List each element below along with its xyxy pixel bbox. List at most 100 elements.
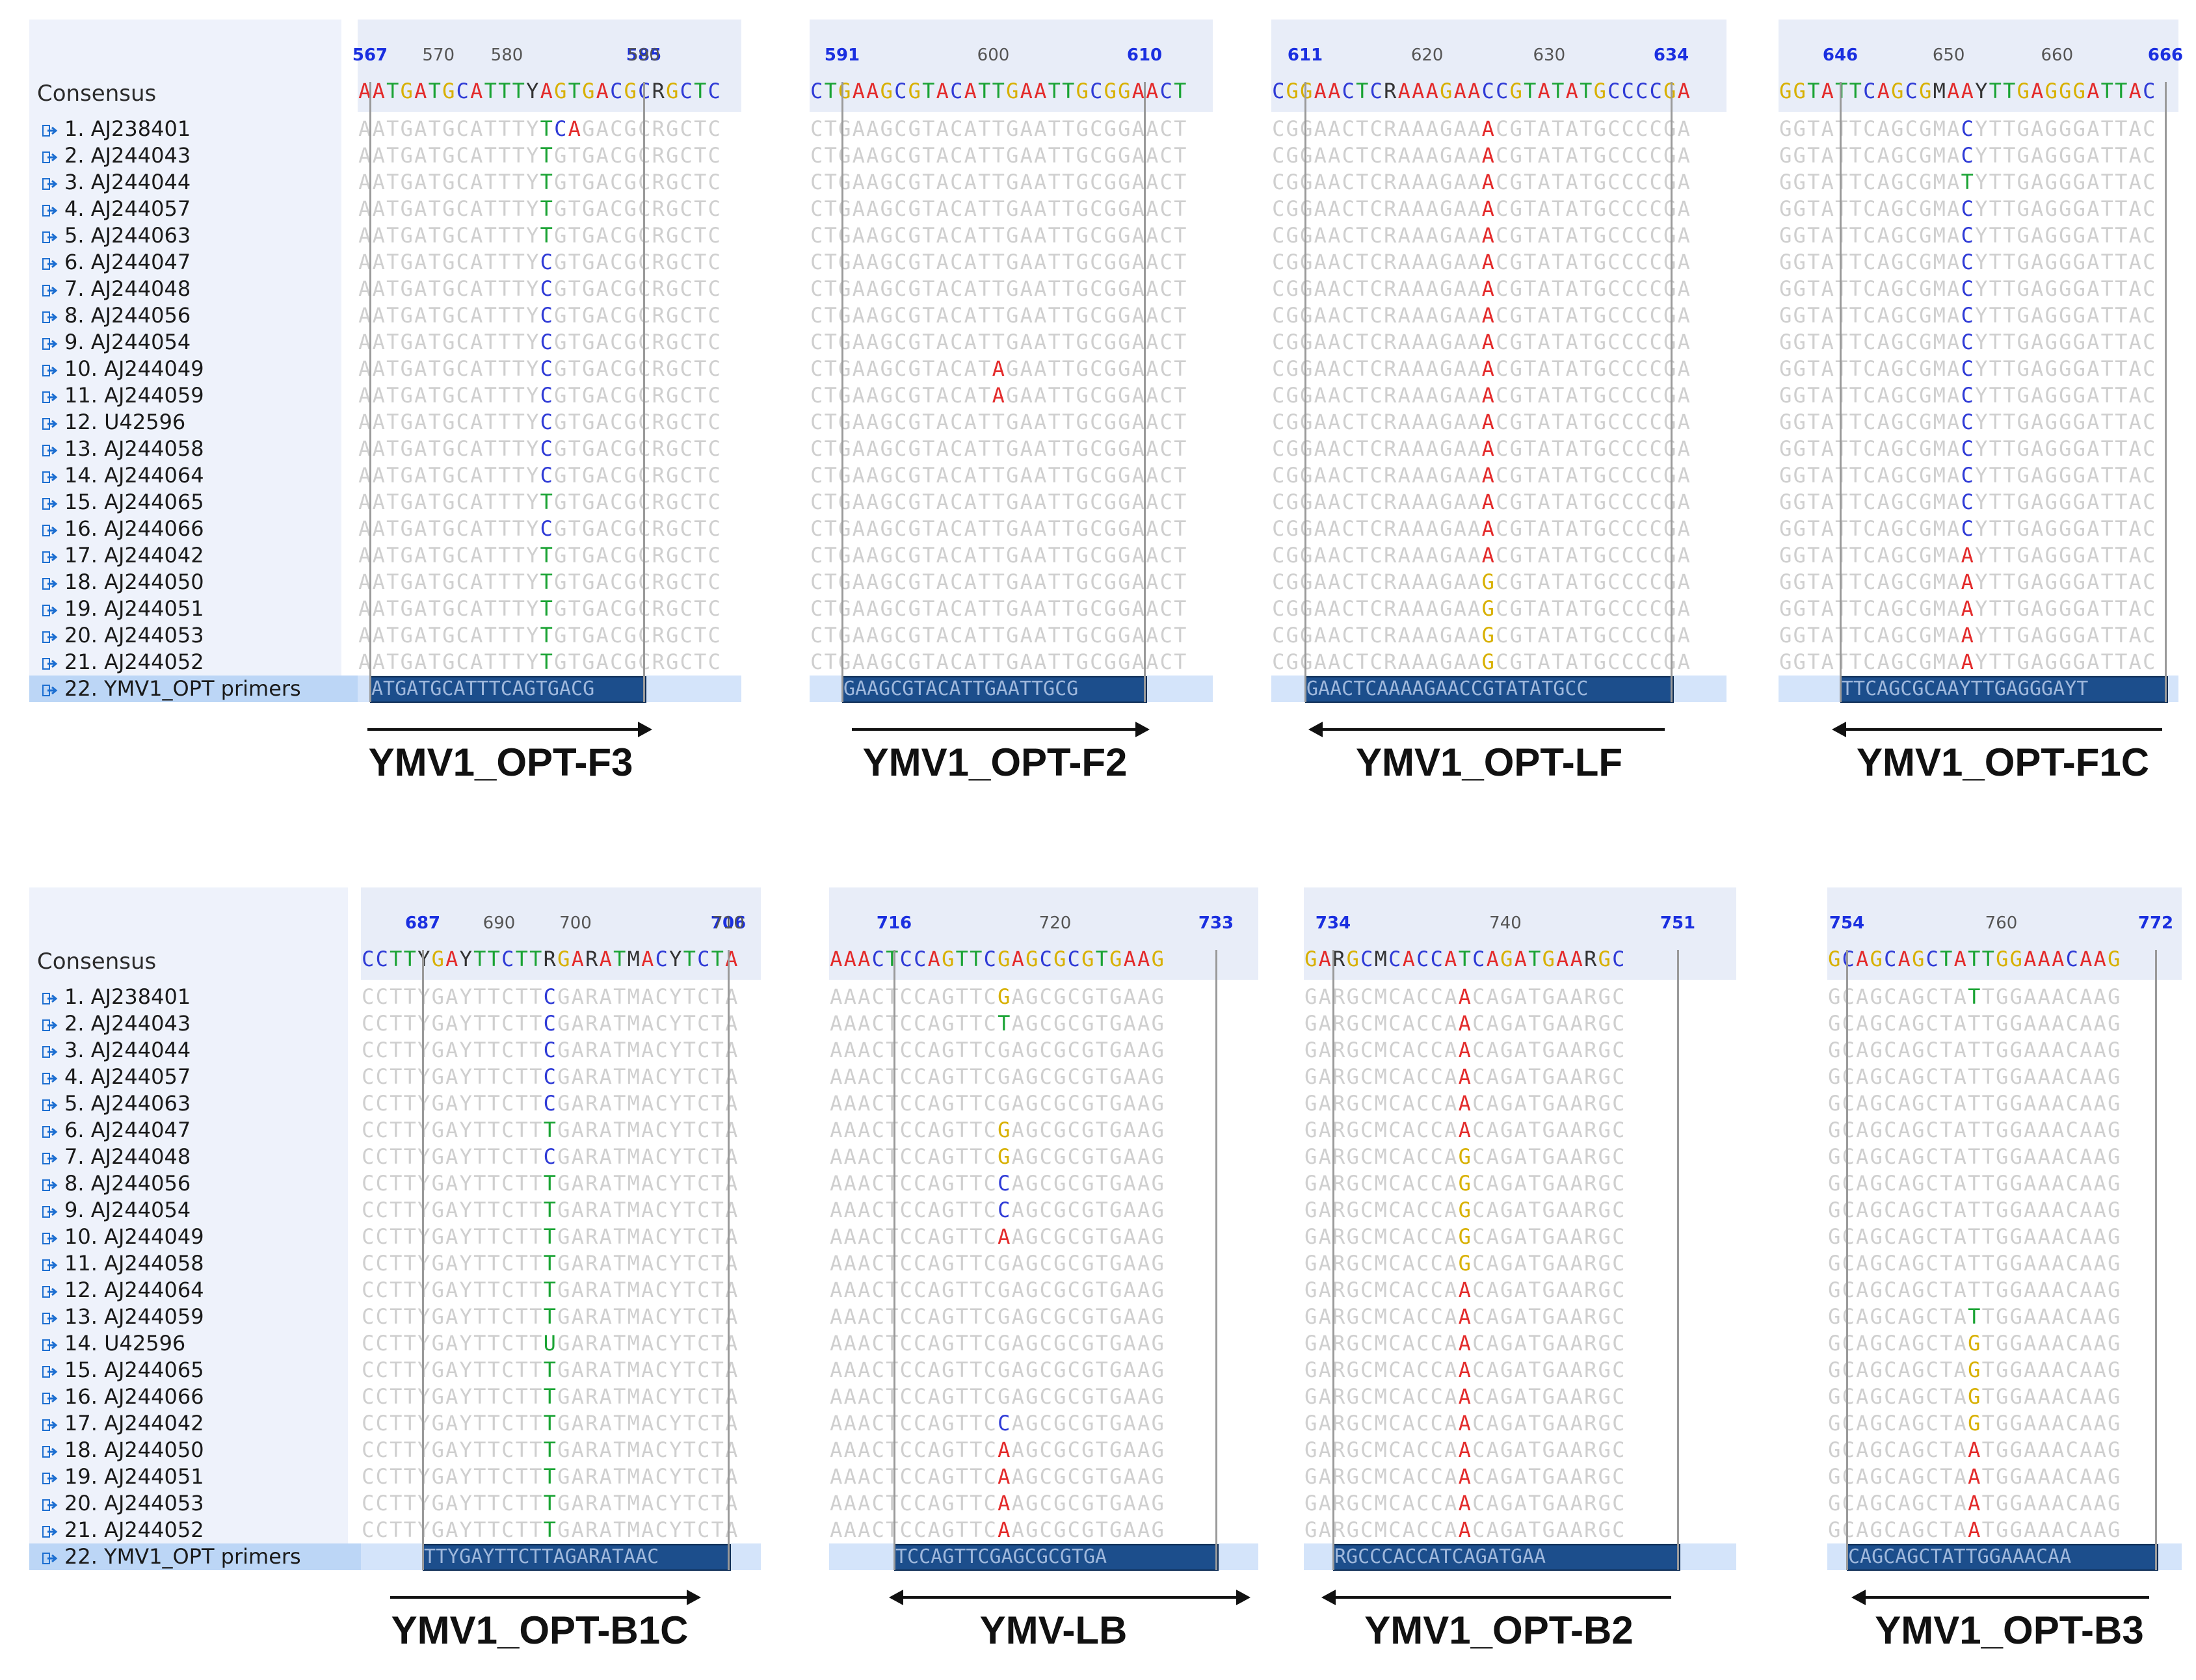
sequence-name[interactable]: 20. AJ244053 (29, 622, 204, 649)
aligned-sequence-row: CTGAAGCGTACATAGAATTGCGGAACT (810, 383, 1187, 408)
sequence-name[interactable]: 1. AJ238401 (29, 984, 191, 1010)
sequence-arrow-icon (42, 1172, 58, 1191)
sequence-name[interactable]: 12. AJ244064 (29, 1277, 204, 1304)
sequence-label-column (29, 887, 348, 1570)
aligned-sequence-row: GCAGCAGCTATTGGAAACAAG (1828, 1198, 2121, 1222)
sequence-name[interactable]: 3. AJ244044 (29, 169, 191, 196)
sequence-arrow-icon (42, 437, 58, 456)
aligned-sequence-row: CCTTYGAYTTCTTTGARATMACYTCTA (362, 1464, 738, 1489)
aligned-sequence-row: AATGATGCATTTYCGTGACGCRGCTC (358, 463, 721, 488)
primer-sequence-bar[interactable]: TCCAGTTCGAGCGCGTGA (894, 1544, 1219, 1571)
aligned-sequence-row: AATGATGCATTTYTGTGACGCRGCTC (358, 650, 721, 674)
aligned-sequence-row: CTGAAGCGTACATTGAATTGCGGAACT (810, 650, 1187, 674)
sequence-name[interactable]: 5. AJ244063 (29, 1090, 191, 1117)
sequence-name[interactable]: 11. AJ244058 (29, 1250, 204, 1277)
sequence-name[interactable]: 16. AJ244066 (29, 1384, 204, 1410)
sequence-name-text: 1. AJ238401 (64, 984, 191, 1009)
aligned-sequence-row: AATGATGCATTTYCGTGACGCRGCTC (358, 303, 721, 328)
consensus-sequence: CTGAAGCGTACATTGAATTGCGGAACT (810, 79, 1187, 103)
aligned-sequence-row: GCAGCAGCTAGTGGAAACAAG (1828, 1358, 2121, 1382)
primer-sequence-bar[interactable]: CAGCAGCTATTGGAAACAA (1847, 1544, 2158, 1571)
sequence-name[interactable]: 9. AJ244054 (29, 1197, 191, 1224)
primer-sequence-label[interactable]: 22. YMV1_OPT primers (29, 676, 367, 702)
sequence-name[interactable]: 17. AJ244042 (29, 542, 204, 569)
sequence-name[interactable]: 7. AJ244048 (29, 276, 191, 302)
sequence-name[interactable]: 14. AJ244064 (29, 462, 204, 489)
sequence-name[interactable]: 14. U42596 (29, 1330, 185, 1357)
sequence-arrow-icon (42, 224, 58, 243)
sequence-name[interactable]: 13. AJ244058 (29, 436, 204, 462)
sequence-name[interactable]: 6. AJ244047 (29, 1117, 191, 1144)
aligned-sequence-row: GCAGCAGCTATTGGAAACAAG (1828, 1091, 2121, 1116)
sequence-name[interactable]: 19. AJ244051 (29, 1463, 204, 1490)
sequence-name[interactable]: 4. AJ244057 (29, 196, 191, 222)
primer-sequence-bar[interactable]: GAAGCGTACATTGAATTGCG (842, 676, 1147, 703)
aligned-sequence-row: GGTATTCAGCGMACYTTGAGGGATTAC (1779, 250, 2156, 274)
sequence-arrow-icon (42, 277, 58, 296)
aligned-sequence-row: GGTATTCAGCGMACYTTGAGGGATTAC (1779, 383, 2156, 408)
aligned-sequence-row: CCTTYGAYTTCTTCGARATMACYTCTA (362, 1144, 738, 1169)
aligned-sequence-row: GCAGCAGCTATTGGAAACAAG (1828, 1038, 2121, 1062)
sequence-name[interactable]: 13. AJ244059 (29, 1304, 204, 1330)
primer-sequence-bar[interactable]: GAACTCAAAAGAACCGTATATGCC (1305, 676, 1674, 703)
aligned-sequence-row: GCAGCAGCTATTGGAAACAAG (1828, 1064, 2121, 1089)
aligned-sequence-row: CTGAAGCGTACATTGAATTGCGGAACT (810, 543, 1187, 568)
aligned-sequence-row: CTGAAGCGTACATTGAATTGCGGAACT (810, 516, 1187, 541)
primer-sequence-bar[interactable]: RGCCCACCATCAGATGAA (1333, 1544, 1680, 1571)
sequence-name[interactable]: 1. AJ238401 (29, 116, 191, 142)
aligned-sequence-row: CCTTYGAYTTCTTUGARATMACYTCTA (362, 1331, 738, 1356)
aligned-sequence-row: GARGCMCACCAGCAGATGAARGC (1304, 1171, 1625, 1196)
aligned-sequence-row: GARGCMCACCAACAGATGAARGC (1304, 1011, 1625, 1036)
aligned-sequence-row: CTGAAGCGTACATTGAATTGCGGAACT (810, 303, 1187, 328)
sequence-name[interactable]: 18. AJ244050 (29, 1437, 204, 1463)
sequence-name[interactable]: 21. AJ244052 (29, 1517, 204, 1543)
aligned-sequence-row: AAACTCCAGTTCGAGCGCGTGAAG (830, 1038, 1164, 1062)
primer-sequence-bar[interactable]: ATGATGCATTTCAGTGACG (370, 676, 646, 703)
aligned-sequence-row: GCAGCAGCTATTGGAAACAAG (1828, 1251, 2121, 1276)
sequence-name[interactable]: 4. AJ244057 (29, 1064, 191, 1090)
aligned-sequence-row: AAACTCCAGTTCGAGCGCGTGAAG (830, 1304, 1164, 1329)
primer-window-boundary (1840, 82, 1842, 702)
sequence-name[interactable]: 10. AJ244049 (29, 356, 204, 382)
sequence-name[interactable]: 2. AJ244043 (29, 142, 191, 169)
sequence-name[interactable]: 20. AJ244053 (29, 1490, 204, 1517)
sequence-name[interactable]: 9. AJ244054 (29, 329, 191, 356)
aligned-sequence-row: GARGCMCACCAACAGATGAARGC (1304, 1304, 1625, 1329)
primer-sequence-bar[interactable]: TTCAGCGCAAYTTGAGGGAYT (1840, 676, 2168, 703)
sequence-name[interactable]: 10. AJ244049 (29, 1224, 204, 1250)
sequence-name[interactable]: 17. AJ244042 (29, 1410, 204, 1437)
sequence-name[interactable]: 6. AJ244047 (29, 249, 191, 276)
aligned-sequence-row: AATGATGCATTTYTGTGACGCRGCTC (358, 623, 721, 648)
consensus-sequence: AAACTCCAGTTCGAGCGCGTGAAG (830, 947, 1164, 971)
sequence-name[interactable]: 3. AJ244044 (29, 1037, 191, 1064)
aligned-sequence-row: CGGAACTCRAAAGAAACGTATATGCCCCGA (1272, 490, 1690, 514)
aligned-sequence-row: CCTTYGAYTTCTTTGARATMACYTCTA (362, 1171, 738, 1196)
sequence-name[interactable]: 18. AJ244050 (29, 569, 204, 596)
aligned-sequence-row: GGTATTCAGCGMACYTTGAGGGATTAC (1779, 356, 2156, 381)
primer-sequence-label[interactable]: 22. YMV1_OPT primers (29, 1543, 374, 1570)
aligned-sequence-row: CCTTYGAYTTCTTCGARATMACYTCTA (362, 1091, 738, 1116)
sequence-name[interactable]: 16. AJ244066 (29, 516, 204, 542)
sequence-name[interactable]: 15. AJ244065 (29, 489, 204, 516)
sequence-name[interactable]: 15. AJ244065 (29, 1357, 204, 1384)
aligned-sequence-row: CTGAAGCGTACATTGAATTGCGGAACT (810, 570, 1187, 594)
aligned-sequence-row: CGGAACTCRAAAGAAACGTATATGCCCCGA (1272, 116, 1690, 141)
sequence-name[interactable]: 2. AJ244043 (29, 1010, 191, 1037)
sequence-name[interactable]: 8. AJ244056 (29, 302, 191, 329)
sequence-name[interactable]: 19. AJ244051 (29, 596, 204, 622)
sequence-name-text: 15. AJ244065 (64, 490, 204, 514)
sequence-name[interactable]: 21. AJ244052 (29, 649, 204, 676)
sequence-name[interactable]: 12. U42596 (29, 409, 185, 436)
sequence-arrow-icon (42, 357, 58, 376)
sequence-arrow-icon (42, 517, 58, 536)
sequence-name[interactable]: 8. AJ244056 (29, 1170, 191, 1197)
aligned-sequence-row: GCAGCAGCTATTGGAAACAAG (1828, 1118, 2121, 1142)
sequence-arrow-icon (42, 985, 58, 1004)
aligned-sequence-row: AATGATGCATTTYTGTGACGCRGCTC (358, 223, 721, 248)
sequence-area: GARGCMCACCATCAGATGAARGC GARGCMCACCAACAGAT… (1304, 946, 1736, 1570)
sequence-name[interactable]: 5. AJ244063 (29, 222, 191, 249)
sequence-arrow-icon (42, 384, 58, 403)
primer-sequence-bar[interactable]: TTYGAYTTCTTAGARATAAC (423, 1544, 731, 1571)
sequence-name[interactable]: 7. AJ244048 (29, 1144, 191, 1170)
sequence-name[interactable]: 11. AJ244059 (29, 382, 204, 409)
